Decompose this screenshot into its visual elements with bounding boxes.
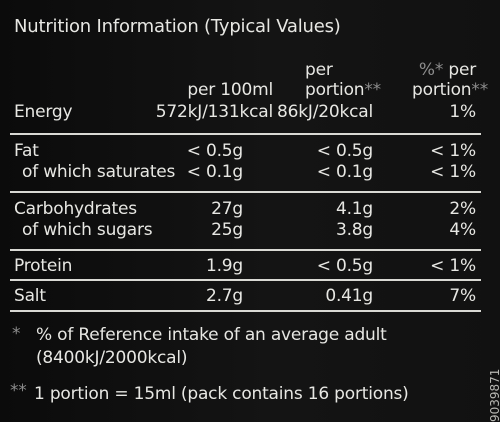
value-saturates-pct: < 1% bbox=[430, 162, 476, 182]
value-fat-pct: < 1% bbox=[430, 141, 476, 161]
value-carbohydrates-pct: 2% bbox=[449, 199, 476, 219]
row-label-salt: Salt bbox=[14, 286, 46, 306]
header-portion-text: portion bbox=[305, 80, 365, 100]
row-label-carbohydrates: Carbohydrates bbox=[14, 199, 137, 219]
footnote-2-text: 1 portion = 15ml (pack contains 16 porti… bbox=[34, 384, 409, 404]
product-code-text: 9039871 bbox=[488, 368, 500, 422]
row-label-energy: Energy bbox=[14, 102, 73, 122]
divider bbox=[10, 249, 481, 251]
row-label-protein: Protein bbox=[14, 256, 73, 276]
value-energy-pct: 1% bbox=[449, 102, 476, 122]
header-pct-per-text: per bbox=[443, 60, 476, 80]
header-pct-per: %* per bbox=[419, 60, 476, 80]
value-salt-portion: 0.41g bbox=[325, 286, 373, 306]
value-sugars-portion: 3.8g bbox=[335, 220, 373, 240]
value-energy-per100: 572kJ/131kcal bbox=[155, 102, 273, 122]
value-protein-per100: 1.9g bbox=[205, 256, 243, 276]
header-pct-portion-text: portion bbox=[412, 80, 472, 100]
row-label-sugars: of which sugars bbox=[22, 220, 153, 240]
value-protein-portion: < 0.5g bbox=[316, 256, 373, 276]
value-carbohydrates-per100: 27g bbox=[211, 199, 243, 219]
value-sugars-per100: 25g bbox=[211, 220, 243, 240]
divider bbox=[10, 133, 481, 135]
divider bbox=[10, 279, 481, 281]
value-sugars-pct: 4% bbox=[449, 220, 476, 240]
footnote-1-line-1: % of Reference intake of an average adul… bbox=[36, 325, 387, 345]
header-portion-marker: ** bbox=[364, 80, 381, 100]
product-code: 9039871 bbox=[474, 360, 500, 422]
row-label-saturates: of which saturates bbox=[22, 162, 176, 182]
footnote-2-marker: ** bbox=[10, 381, 27, 401]
divider bbox=[10, 310, 481, 312]
value-energy-portion: 86kJ/20kcal bbox=[277, 102, 373, 122]
panel-title: Nutrition Information (Typical Values) bbox=[14, 16, 341, 37]
value-saturates-per100: < 0.1g bbox=[186, 162, 243, 182]
footnote-1-marker: * bbox=[12, 324, 21, 344]
value-fat-portion: < 0.5g bbox=[316, 141, 373, 161]
value-fat-per100: < 0.5g bbox=[186, 141, 243, 161]
value-saturates-portion: < 0.1g bbox=[316, 162, 373, 182]
header-pct-portion-marker: ** bbox=[471, 80, 488, 100]
value-salt-pct: 7% bbox=[449, 286, 476, 306]
header-per-100ml: per 100ml bbox=[187, 80, 273, 100]
value-salt-per100: 2.7g bbox=[205, 286, 243, 306]
header-pct-portion: portion** bbox=[412, 80, 488, 100]
divider bbox=[10, 191, 481, 193]
footnote-1-line-2: (8400kJ/2000kcal) bbox=[36, 348, 188, 368]
header-portion: portion** bbox=[305, 80, 381, 100]
header-pct-marker: %* bbox=[418, 60, 444, 80]
row-label-fat: Fat bbox=[14, 141, 39, 161]
value-carbohydrates-portion: 4.1g bbox=[335, 199, 373, 219]
header-per: per bbox=[305, 60, 333, 80]
value-protein-pct: < 1% bbox=[430, 256, 476, 276]
